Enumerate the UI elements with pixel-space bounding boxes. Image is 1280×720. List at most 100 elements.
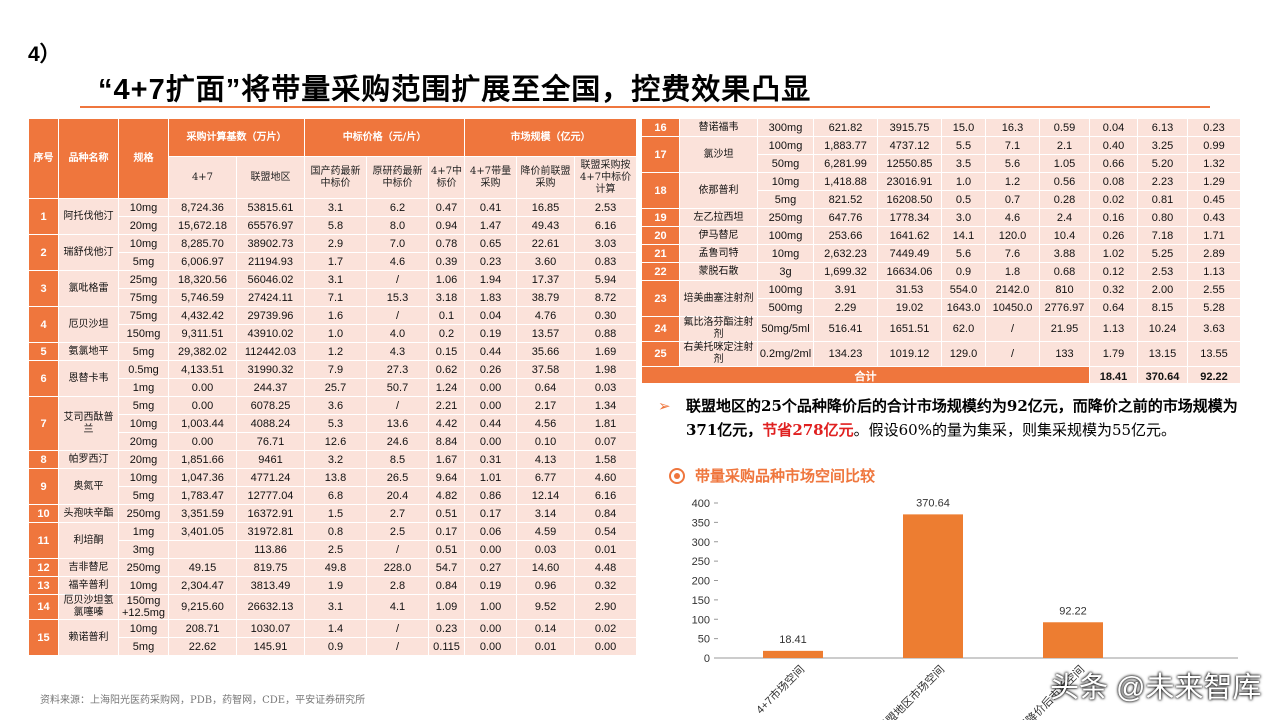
y-tick-label: 150 (692, 595, 710, 607)
cell: 3.6 (304, 396, 367, 415)
cell: 29739.96 (236, 306, 305, 325)
cell: 2.7 (366, 504, 429, 523)
cell: 7.9 (304, 360, 367, 379)
cell: 819.75 (236, 558, 305, 577)
cell: 8,285.70 (168, 234, 237, 253)
y-tick-label: 300 (692, 537, 710, 549)
cell: 2.5 (304, 540, 367, 559)
cell: 621.82 (813, 118, 878, 137)
drug-name: 培美曲塞注射剂 (679, 280, 758, 317)
cell: 0.83 (574, 252, 636, 271)
cell: 20.4 (366, 486, 429, 505)
cell: 53815.61 (236, 198, 305, 217)
cell: 0.15 (427, 342, 466, 361)
cell: 0.07 (574, 432, 636, 451)
cell: 43910.02 (236, 324, 305, 343)
cell: 1641.62 (877, 226, 942, 245)
cell: 25mg (118, 270, 169, 289)
cell: 5,746.59 (168, 288, 237, 307)
cell: 0.06 (464, 522, 518, 541)
drug-name: 头孢呋辛酯 (58, 504, 119, 523)
table-row: 8 帕罗西汀 20mg 1,851.66 9461 3.2 8.5 1.67 0.31 4.13 1… (28, 450, 636, 469)
cell: 1.6 (304, 306, 367, 325)
drug-name: 替诺福韦 (679, 118, 758, 137)
table-row: 1mg 0.00 244.37 25.7 50.7 1.24 0.00 0.64 0.03 (29, 378, 636, 397)
table-row: 22 蒙脱石散 3g 1,699.32 16634.06 0.9 1.8 0.68 0.12 2.… (641, 262, 1240, 281)
row-number: 11 (28, 522, 59, 559)
cell: 0.1 (427, 306, 466, 325)
cell: 0.9 (941, 262, 986, 281)
cell: 7.18 (1137, 226, 1188, 245)
drug-name: 氟比洛芬酯注射剂 (679, 316, 758, 342)
cell: 3.18 (427, 288, 466, 307)
cell: 0.80 (1137, 208, 1188, 227)
source-note: 资料来源：上海阳光医药采购网，PDB，药智网，CDE，平安证券研究所 (40, 695, 366, 706)
y-tick-label: 350 (692, 517, 710, 529)
cell: 62.0 (941, 316, 986, 342)
row-number: 21 (641, 244, 680, 263)
table-row: 50mg 6,281.99 12550.85 3.5 5.6 1.05 0.66 5.20 1.… (642, 154, 1240, 173)
table-row: 75mg 5,746.59 27424.11 7.1 15.3 3.18 1.83 38.79… (29, 288, 636, 307)
right-table-box: 16 替诺福韦 300mg 621.82 3915.75 15.0 16.3 0.59 0.04… (641, 118, 1240, 383)
header-cell: 采购计算基数（万片） (168, 118, 305, 157)
cell: 0.62 (427, 360, 466, 379)
cell: 15,672.18 (168, 216, 237, 235)
cell: 0.65 (464, 234, 518, 253)
row-number: 7 (28, 396, 59, 451)
cell: 2,632.23 (813, 244, 878, 263)
table-row: 5 氨氯地平 5mg 29,382.02 112442.03 1.2 4.3 0.15 0.44… (28, 342, 636, 361)
cell: 3.14 (516, 504, 576, 523)
table-row: 4+7 联盟地区 国产药最新中标价 原研药最新中标价 4+7中标价 4+7带量采购 降价前联… (29, 156, 636, 199)
cell: 0.7 (985, 190, 1040, 209)
cell: 4,432.42 (168, 306, 237, 325)
chart-title: 带量采购品种市场空间比较 (695, 467, 875, 485)
cell: 0.45 (1187, 190, 1240, 209)
y-tick-label: 100 (692, 614, 710, 626)
cell: 0.94 (427, 216, 466, 235)
cell: 1.0 (304, 324, 367, 343)
cell: 2.5 (366, 522, 429, 541)
cell: 3,401.05 (168, 522, 237, 541)
total-value: 18.41 (1089, 366, 1138, 383)
cell: / (366, 619, 429, 638)
row-number: 15 (28, 619, 59, 656)
subheader-cell: 4+7 (168, 156, 237, 199)
cell: 5mg (118, 342, 169, 361)
cell: 0.54 (574, 522, 636, 541)
cell: 0.115 (427, 637, 466, 656)
cell: 3.60 (516, 252, 576, 271)
cell: 4.0 (366, 324, 429, 343)
cell: 20mg (118, 432, 169, 451)
row-number: 1 (28, 198, 59, 235)
cell: 253.66 (813, 226, 878, 245)
y-tick-label: 200 (692, 576, 710, 588)
total-value: 92.22 (1187, 366, 1240, 383)
cell: 29,382.02 (168, 342, 237, 361)
row-number: 4 (28, 306, 59, 343)
cell: 821.52 (813, 190, 878, 209)
table-row: 10 头孢呋辛酯 250mg 3,351.59 16372.91 1.5 2.7 0.51 0.… (28, 504, 636, 523)
cell: 1.05 (1039, 154, 1090, 173)
drug-name: 艾司西酞普兰 (58, 396, 119, 451)
table-row: 5mg 22.62 145.91 0.9/0.115 0.00 0.01 0.00 (29, 637, 636, 656)
y-tick-label: 50 (698, 634, 710, 646)
cell: 228.0 (366, 558, 429, 577)
cell: 0.43 (1187, 208, 1240, 227)
cell: 50.7 (366, 378, 429, 397)
cell: 75mg (118, 306, 169, 325)
cell: 3.1 (304, 594, 367, 620)
cell: 3g (757, 262, 814, 281)
cell: 1,699.32 (813, 262, 878, 281)
cell: 2.00 (1137, 280, 1188, 299)
cell: 2.53 (1137, 262, 1188, 281)
cell: 0.84 (427, 576, 466, 595)
section-label: 4） (28, 43, 61, 66)
cell: 0.64 (516, 378, 576, 397)
cell: 0.16 (1089, 208, 1138, 227)
drug-name: 吉非替尼 (58, 558, 119, 577)
cell: 0.04 (1089, 118, 1138, 137)
cell: 0.51 (427, 540, 466, 559)
cell: 8.0 (366, 216, 429, 235)
cell: 100mg (757, 226, 814, 245)
cell: 75mg (118, 288, 169, 307)
